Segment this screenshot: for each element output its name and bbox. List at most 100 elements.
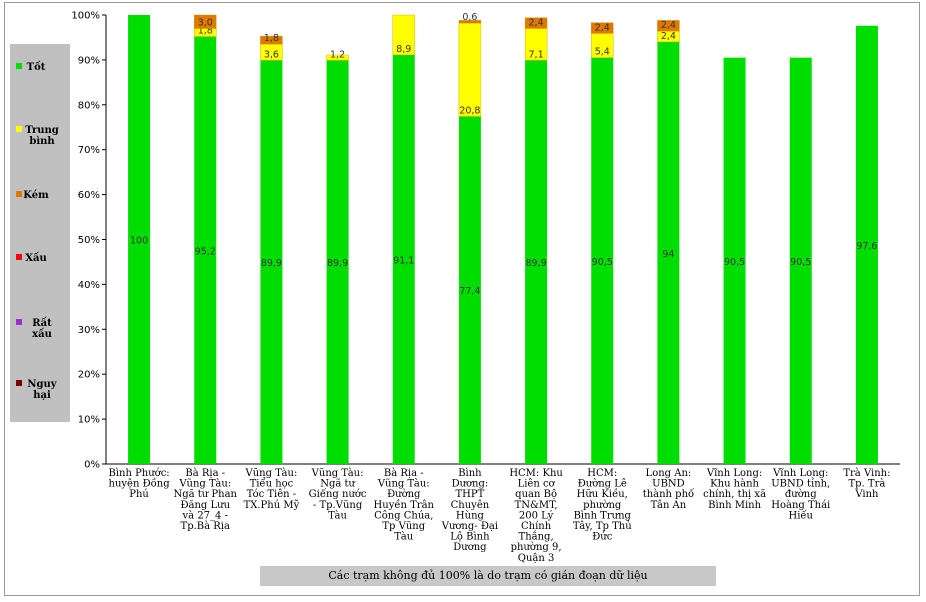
legend-label: Trung — [25, 125, 59, 136]
category-label: Đức — [592, 532, 613, 543]
category-label: Tp Vũng — [382, 521, 425, 532]
y-tick-label: 0% — [84, 460, 100, 471]
legend-label: xấu — [32, 328, 52, 340]
data-label: 89,9 — [327, 258, 348, 269]
category-label: Tiểu học — [250, 478, 294, 490]
category-label: Bình Phước: — [108, 468, 169, 479]
category-label: Tàu — [328, 510, 347, 521]
legend-label: Kém — [23, 190, 49, 201]
data-label: 8,9 — [396, 44, 411, 55]
chart-legend — [10, 44, 70, 422]
category-label: TX.Phú Mỹ — [244, 500, 300, 511]
bar-segment — [128, 15, 151, 464]
y-tick-label: 90% — [78, 55, 100, 66]
bar-segment — [194, 14, 217, 29]
legend-swatch — [16, 191, 22, 197]
y-tick-label: 60% — [78, 190, 100, 201]
category-label: Tàu — [394, 532, 413, 543]
data-label: 3,0 — [198, 17, 213, 28]
legend-swatch — [16, 319, 22, 325]
y-tick-label: 70% — [78, 145, 100, 156]
category-label: Chuyên — [451, 500, 490, 511]
category-label: Quận 3 — [518, 553, 555, 564]
category-label: Long An: — [646, 468, 692, 479]
data-label: 2,4 — [595, 22, 610, 33]
category-label: phường — [583, 500, 622, 511]
y-tick-label: 20% — [78, 370, 100, 381]
bar-segment — [260, 35, 283, 45]
legend-swatch — [16, 254, 22, 260]
y-tick-label: 50% — [78, 235, 100, 246]
category-label: Bà Rịa - — [384, 468, 424, 479]
bar-segment — [458, 116, 481, 464]
bar-segment — [326, 54, 349, 61]
data-label: 89,9 — [526, 258, 547, 269]
category-label: Tân An — [651, 500, 687, 511]
legend-label: Tốt — [27, 61, 46, 73]
bar-segment — [524, 17, 548, 29]
category-label: Dương — [453, 542, 487, 553]
bar-segment — [789, 57, 812, 464]
data-label: 91,1 — [393, 255, 414, 266]
category-label: Hùng — [456, 510, 485, 521]
legend-label: hại — [33, 390, 51, 401]
y-tick-label: 80% — [78, 100, 100, 111]
y-tick-label: 30% — [78, 325, 100, 336]
category-label: Phú — [129, 489, 149, 500]
category-label: Lộ Bình — [450, 532, 490, 543]
category-label: Dương: — [452, 479, 489, 490]
category-label: Hoàng Thái — [771, 500, 830, 511]
category-label: Vũng Tàu: — [377, 479, 430, 490]
legend-swatch — [16, 126, 22, 132]
bar-segment — [591, 57, 614, 464]
bar-segment — [657, 20, 680, 32]
data-label: 95,2 — [195, 246, 216, 257]
bar-segment — [326, 60, 349, 464]
category-label: đường — [785, 489, 817, 500]
data-label: 1,2 — [330, 49, 345, 60]
data-label: 2,4 — [529, 17, 544, 28]
category-label: UBND — [652, 479, 685, 490]
category-label: Tp.Bà Rịa — [181, 521, 230, 532]
category-label: Trà Vinh: — [843, 468, 890, 479]
bar-segment — [525, 60, 548, 464]
legend-label: Rất — [32, 317, 52, 329]
category-label: và 27_4 - — [182, 510, 228, 521]
category-label: Thắng, — [519, 531, 554, 543]
legend-label: Nguy — [27, 379, 57, 390]
category-label: Khu hành — [710, 479, 759, 490]
data-label: 97,6 — [856, 241, 877, 252]
category-label: Đường — [387, 489, 421, 500]
bar-segment — [392, 14, 415, 56]
category-label: chính, thị xã — [703, 489, 766, 500]
category-label: Công Chúa, — [374, 510, 433, 521]
data-label: 2,4 — [661, 20, 676, 31]
category-label: thành phố — [643, 489, 695, 500]
data-label: 90,5 — [592, 257, 613, 268]
data-label: 94 — [662, 249, 674, 260]
legend-label: bình — [29, 136, 55, 147]
data-label: 20,8 — [459, 105, 480, 116]
category-label: Bình Trưng — [574, 510, 632, 521]
bar-segment — [723, 57, 746, 464]
bar-segment — [260, 60, 283, 464]
category-label: Vũng Tàu: — [178, 479, 231, 490]
bar-segment — [458, 20, 482, 24]
category-label: phường 9, — [511, 542, 562, 553]
data-label: 90,5 — [724, 257, 745, 268]
data-label: 1,8 — [264, 33, 279, 44]
category-label: HCM: — [587, 468, 617, 479]
category-label: Tây, Tp Thủ — [573, 521, 632, 532]
category-label: 200 Lý — [519, 510, 554, 521]
data-label: 2,4 — [661, 31, 676, 42]
category-label: UBND tỉnh, — [771, 479, 830, 490]
data-label: 1,8 — [198, 26, 213, 37]
category-label: Hữu Kiều, — [577, 488, 628, 500]
legend-label: Xấu — [25, 252, 47, 264]
category-label: THPT — [456, 489, 485, 500]
bar-segment — [657, 41, 680, 464]
category-label: Ngã tư — [320, 479, 355, 490]
category-label: Liên cơ — [518, 479, 556, 490]
category-label: Vĩnh Long: — [772, 468, 828, 479]
